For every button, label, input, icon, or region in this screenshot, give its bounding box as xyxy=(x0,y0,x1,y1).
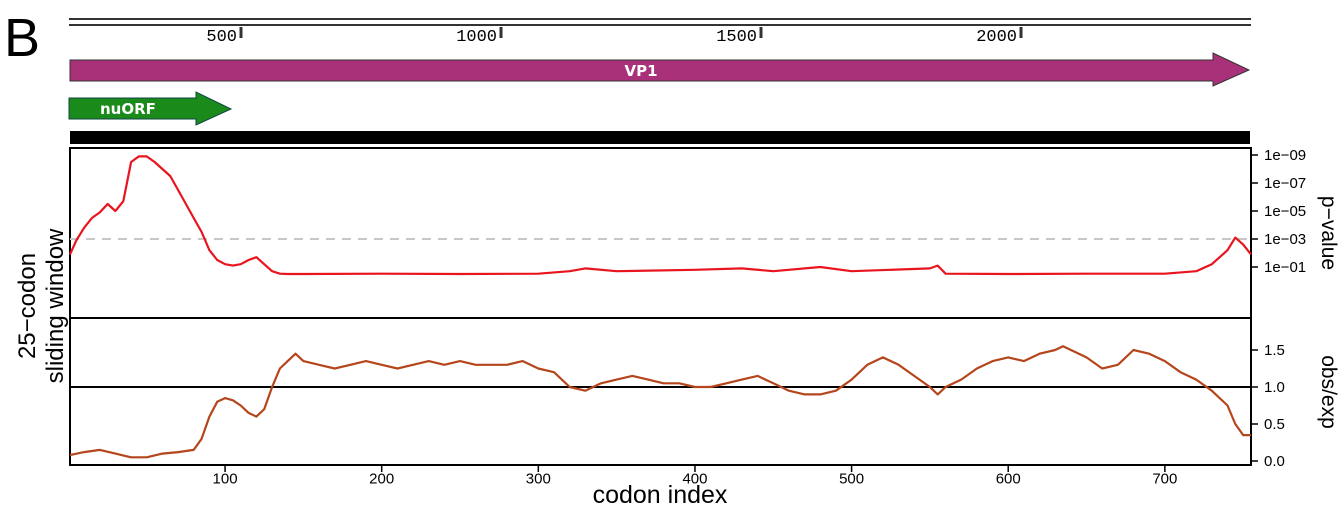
x-tick-label: 400 xyxy=(682,470,707,487)
x-axis-title: codon index xyxy=(593,481,728,509)
pvalue-tick-label: 1e−09 xyxy=(1264,147,1306,164)
coverage-bar xyxy=(70,131,1250,144)
orf-nuorf: nuORF xyxy=(68,91,233,126)
x-tick-label: 200 xyxy=(369,470,394,487)
x-axis: 100 200 300 400 500 600 700 xyxy=(213,465,1177,487)
ruler-tick-label: 2000 xyxy=(976,28,1017,47)
pvalue-axis: 1e−09 1e−07 1e−05 1e−03 1e−01 xyxy=(1251,147,1306,276)
orf-vp1-label: VP1 xyxy=(624,62,657,80)
ruler-tick-label: 1500 xyxy=(716,28,757,47)
x-tick-label: 100 xyxy=(213,470,238,487)
x-tick-label: 500 xyxy=(839,470,864,487)
obsexp-series-line xyxy=(69,345,1251,459)
obsexp-tick-label: 1.0 xyxy=(1264,379,1285,396)
obsexp-tick-label: 0.5 xyxy=(1264,416,1285,433)
orf-nuorf-label: nuORF xyxy=(100,100,156,118)
panel-label: B xyxy=(4,8,40,68)
ruler-tick-label: 1000 xyxy=(456,28,497,47)
left-label-line1: 25−codon xyxy=(14,253,41,359)
genome-ruler: 500 1000 1500 2000 xyxy=(69,18,1251,47)
obsexp-axis: 0.0 0.5 1.0 1.5 xyxy=(1251,342,1285,470)
pvalue-series-line xyxy=(68,155,1252,276)
ruler-ticks: 500 1000 1500 2000 xyxy=(206,27,1023,47)
obsexp-tick-label: 0.0 xyxy=(1264,453,1285,470)
orf-vp1-arrow xyxy=(69,52,1251,87)
plot-frame xyxy=(69,147,1252,466)
ruler-tick-label: 500 xyxy=(206,28,237,47)
pvalue-tick-label: 1e−01 xyxy=(1264,259,1306,276)
obsexp-tick-label: 1.5 xyxy=(1264,342,1285,359)
pvalue-axis-title: p−value xyxy=(1317,196,1340,270)
obsexp-axis-title: obs/exp xyxy=(1317,355,1340,429)
x-tick-label: 600 xyxy=(996,470,1021,487)
pvalue-tick-label: 1e−07 xyxy=(1264,175,1306,192)
orf-vp1: VP1 xyxy=(69,52,1251,87)
orf-nuorf-arrow xyxy=(68,91,233,126)
x-tick-label: 700 xyxy=(1152,470,1177,487)
left-label-line2: sliding window xyxy=(42,228,69,383)
x-tick-label: 300 xyxy=(526,470,551,487)
pvalue-tick-label: 1e−03 xyxy=(1264,231,1306,248)
pvalue-tick-label: 1e−05 xyxy=(1264,203,1306,220)
